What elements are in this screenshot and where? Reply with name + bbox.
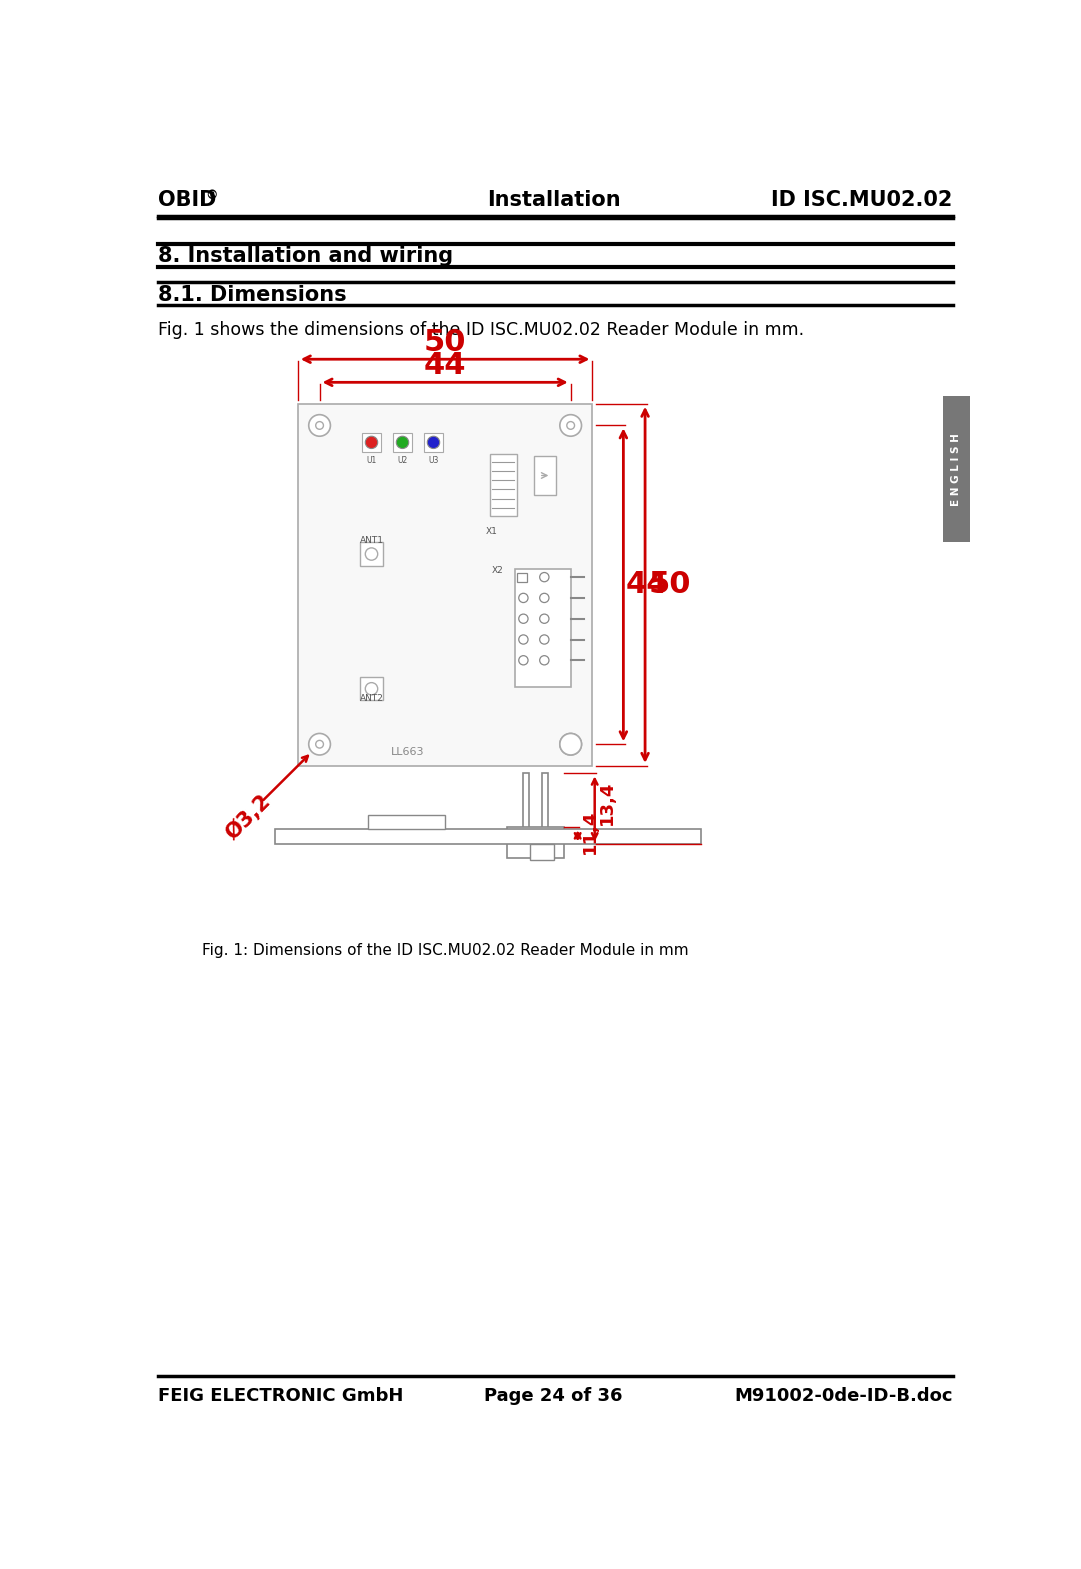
- Text: M91002-0de-ID-B.doc: M91002-0de-ID-B.doc: [734, 1387, 952, 1406]
- Circle shape: [427, 436, 440, 449]
- Circle shape: [560, 414, 582, 436]
- Text: 44: 44: [626, 570, 668, 599]
- Bar: [490, 453, 517, 516]
- Bar: [943, 397, 970, 543]
- Text: Installation: Installation: [486, 190, 620, 210]
- Text: FEIG ELECTRONIC GmbH: FEIG ELECTRONIC GmbH: [159, 1387, 403, 1406]
- Circle shape: [519, 635, 528, 645]
- Text: U1: U1: [366, 457, 376, 466]
- Text: ANT1: ANT1: [360, 537, 384, 546]
- Circle shape: [539, 613, 549, 623]
- Circle shape: [519, 613, 528, 623]
- Text: 13,4: 13,4: [598, 780, 616, 825]
- Text: 50: 50: [424, 328, 466, 356]
- Text: Ø3,2: Ø3,2: [222, 791, 275, 844]
- Bar: [542, 774, 548, 832]
- Circle shape: [365, 548, 377, 560]
- Text: U2: U2: [398, 457, 408, 466]
- Circle shape: [566, 422, 574, 430]
- Text: ®: ®: [205, 190, 217, 202]
- Bar: [507, 827, 563, 858]
- Circle shape: [539, 635, 549, 645]
- Bar: [393, 433, 412, 452]
- Text: Page 24 of 36: Page 24 of 36: [484, 1387, 623, 1406]
- Bar: [534, 457, 556, 494]
- Text: 44: 44: [424, 351, 466, 380]
- Circle shape: [566, 741, 574, 748]
- Text: Fig. 1: Dimensions of the ID ISC.MU02.02 Reader Module in mm: Fig. 1: Dimensions of the ID ISC.MU02.02…: [202, 943, 689, 959]
- Circle shape: [316, 741, 323, 748]
- Bar: [515, 570, 571, 687]
- Text: E N G L I S H: E N G L I S H: [951, 433, 961, 505]
- Circle shape: [365, 683, 377, 695]
- Circle shape: [365, 436, 377, 449]
- Bar: [522, 774, 529, 832]
- Text: X2: X2: [492, 565, 504, 574]
- Bar: [517, 573, 526, 582]
- Text: ANT2: ANT2: [360, 693, 384, 703]
- Text: 8. Installation and wiring: 8. Installation and wiring: [159, 246, 454, 267]
- Bar: [360, 678, 383, 700]
- Circle shape: [309, 414, 331, 436]
- Circle shape: [539, 593, 549, 602]
- Bar: [362, 433, 381, 452]
- Bar: [360, 543, 383, 565]
- Text: OBID: OBID: [159, 190, 217, 210]
- Text: Fig. 1 shows the dimensions of the ID ISC.MU02.02 Reader Module in mm.: Fig. 1 shows the dimensions of the ID IS…: [159, 320, 804, 339]
- Circle shape: [560, 733, 582, 755]
- Text: 8.1. Dimensions: 8.1. Dimensions: [159, 284, 347, 304]
- Bar: [275, 828, 700, 844]
- Text: X1: X1: [485, 527, 497, 537]
- Bar: [368, 814, 445, 828]
- Text: 11,4: 11,4: [580, 810, 599, 854]
- Text: 50: 50: [649, 570, 692, 599]
- Bar: [531, 844, 553, 860]
- Circle shape: [316, 422, 323, 430]
- Text: ID ISC.MU02.02: ID ISC.MU02.02: [772, 190, 952, 210]
- Circle shape: [519, 656, 528, 665]
- Text: LL663: LL663: [391, 747, 425, 756]
- Circle shape: [539, 656, 549, 665]
- Circle shape: [539, 573, 549, 582]
- Circle shape: [309, 733, 331, 755]
- Circle shape: [560, 733, 582, 755]
- Circle shape: [519, 593, 528, 602]
- Circle shape: [397, 436, 409, 449]
- Bar: [298, 403, 592, 766]
- Bar: [424, 433, 443, 452]
- Text: U3: U3: [428, 457, 439, 466]
